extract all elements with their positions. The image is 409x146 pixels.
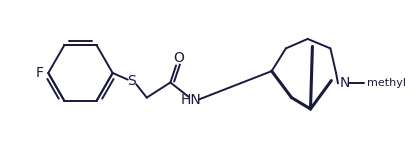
Text: F: F xyxy=(36,66,43,80)
Text: methyl: methyl xyxy=(367,78,406,88)
Text: S: S xyxy=(127,74,136,88)
Text: N: N xyxy=(340,76,350,90)
Text: HN: HN xyxy=(181,93,202,107)
Text: O: O xyxy=(173,51,184,65)
